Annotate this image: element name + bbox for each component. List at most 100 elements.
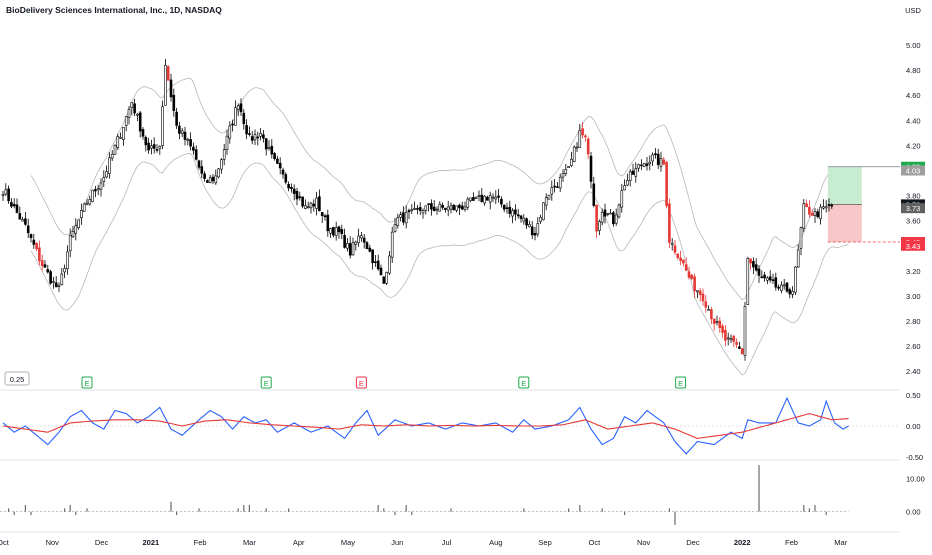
candle-body [108,157,111,174]
time-axis-label: 2021 [142,538,159,547]
candle-body [676,253,680,259]
time-axis-label: Dec [95,538,109,547]
candle-body [642,163,646,167]
time-axis[interactable]: Oct Nov Dec 2021 Feb Mar Apr May Jun Jul Aug Sep Oct… [0,538,848,547]
candle-body [802,203,806,229]
candle-body [710,309,713,320]
candle-body [514,209,517,215]
candle-body [66,251,69,270]
candle-body [152,144,156,149]
candle-body [508,206,512,214]
earnings-marker-label: E [359,379,364,388]
price-tick-label: 3.00 [906,292,921,301]
candle-body [578,129,582,148]
candle-body [192,146,195,151]
candle-body [119,136,122,139]
long-position-zone[interactable] [827,166,900,243]
candle-body [385,272,388,284]
candle-body [402,212,405,223]
candle-body [570,158,573,166]
candle-body [768,276,772,281]
price-badge [901,240,925,251]
candle-body [337,226,341,233]
candle-body [427,203,430,206]
candle-body [544,197,548,206]
candle-body [323,215,327,218]
candle-body [164,64,167,106]
candle-body [421,210,425,214]
time-axis-label: Nov [46,538,60,547]
lower-band [30,153,849,376]
candle-body [225,135,229,150]
price-badges: 4.034.033.733.733.433.43 [901,161,925,251]
candle-body [306,206,310,208]
candle-body [721,325,724,333]
time-axis-label: Jul [442,538,452,547]
candle-body [718,320,722,328]
candle-body [273,153,276,160]
vol-tick-label: 10.00 [906,474,925,483]
candle-body [368,247,372,252]
candle-body [432,206,436,212]
candle-body [726,337,730,340]
candle-body [516,214,520,217]
candle-body [169,79,173,98]
candle-body [124,116,128,126]
candle-body [71,231,75,238]
candle-body [654,153,657,156]
earnings-marker [518,376,530,389]
candle-body [774,277,778,288]
price-tick-label: 4.60 [906,91,921,100]
candle-body [390,231,394,258]
price-badge-label: 3.43 [906,242,921,251]
candle-body [77,219,80,229]
indicator-value-box[interactable]: 0.25 [4,371,30,386]
candle-body [738,346,741,349]
candle-body [267,147,271,149]
candle-body [85,202,89,205]
candle-body [533,233,537,236]
candle-body [278,162,282,169]
candle-body [15,204,19,213]
candle-body [623,185,626,191]
candle-body [701,293,705,302]
candle-body [640,164,643,167]
candle-body [388,255,391,274]
time-axis-label: Feb [194,538,207,547]
currency-label[interactable]: USD [905,6,921,15]
candle-body [35,242,38,250]
candle-body [343,235,346,248]
candle-body [679,257,682,261]
candle-body [91,189,94,202]
candle-body [808,206,811,215]
osc-tick-label: 0.00 [906,422,921,431]
candle-body [598,221,601,231]
candle-body [469,197,472,201]
candle-body [631,170,635,175]
candle-body [304,205,307,209]
candle-body [553,185,556,188]
candle-body [250,136,254,141]
spike-histogram-pane: 10.00 0.00 [0,465,925,525]
time-axis-label: Oct [589,538,602,547]
candle-body [287,184,290,189]
candle-body [374,261,377,264]
candle-body [452,204,456,211]
candle-body [40,260,44,267]
candle-body [248,133,251,135]
candle-body [822,206,825,209]
candle-body [480,194,484,203]
candle-body [648,161,652,165]
candle-body [217,168,220,178]
candle-body [567,166,570,168]
candle-body [301,196,304,207]
time-axis-label: Mar [243,538,256,547]
candle-body [54,282,58,288]
candle-body [236,105,240,111]
candle-body [550,187,554,195]
candle-body [662,159,666,165]
candle-body [682,259,685,264]
earnings-marker [81,376,93,389]
candle-body [757,268,761,276]
